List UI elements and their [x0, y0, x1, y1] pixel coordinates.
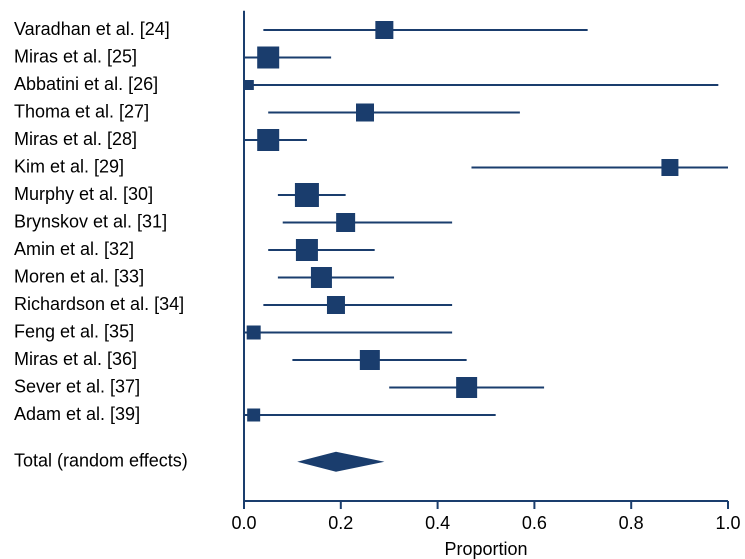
x-tick-label: 0.4: [425, 513, 450, 533]
forest-plot-svg: Varadhan et al. [24] Miras et al. [25] Abb…: [0, 0, 745, 559]
point-estimate-marker: [311, 267, 332, 288]
study-label: Miras et al. [36]: [14, 349, 137, 369]
point-estimate-marker: [295, 183, 319, 207]
point-estimate-marker: [257, 47, 279, 69]
point-estimate-marker: [296, 239, 318, 261]
point-estimate-marker: [456, 377, 477, 398]
study-label: Thoma et al. [27]: [14, 101, 149, 121]
pooled-label: Total (random effects): [14, 451, 188, 471]
study-label: Brynskov et al. [31]: [14, 211, 167, 231]
study-label: Kim et al. [29]: [14, 156, 124, 176]
study-label: Richardson et al. [34]: [14, 294, 184, 314]
study-label: Murphy et al. [30]: [14, 184, 153, 204]
point-estimate-marker: [360, 350, 380, 370]
point-estimate-marker: [247, 326, 261, 340]
forest-plot: Varadhan et al. [24] Miras et al. [25] Abb…: [0, 0, 745, 559]
study-label: Feng et al. [35]: [14, 321, 134, 341]
study-label: Adam et al. [39]: [14, 404, 140, 424]
study-label: Miras et al. [25]: [14, 46, 137, 66]
x-tick-label: 0.0: [231, 513, 256, 533]
point-estimate-marker: [375, 21, 393, 39]
study-label: Moren et al. [33]: [14, 266, 144, 286]
x-axis-title: Proportion: [444, 539, 527, 559]
point-estimate-marker: [661, 159, 678, 176]
study-label: Varadhan et al. [24]: [14, 19, 170, 39]
point-estimate-marker: [247, 409, 260, 422]
study-label: Abbatini et al. [26]: [14, 74, 158, 94]
x-tick-label: 1.0: [715, 513, 740, 533]
x-tick-label: 0.8: [619, 513, 644, 533]
study-label: Sever et al. [37]: [14, 376, 140, 396]
study-label: Amin et al. [32]: [14, 239, 134, 259]
point-estimate-marker: [356, 104, 374, 122]
x-tick-label: 0.6: [522, 513, 547, 533]
pooled-diamond: [297, 452, 384, 472]
point-estimate-marker: [327, 296, 345, 314]
x-tick-label: 0.2: [328, 513, 353, 533]
point-estimate-marker: [336, 213, 355, 232]
study-label: Miras et al. [28]: [14, 129, 137, 149]
point-estimate-marker: [257, 129, 279, 151]
point-estimate-marker: [244, 80, 254, 90]
